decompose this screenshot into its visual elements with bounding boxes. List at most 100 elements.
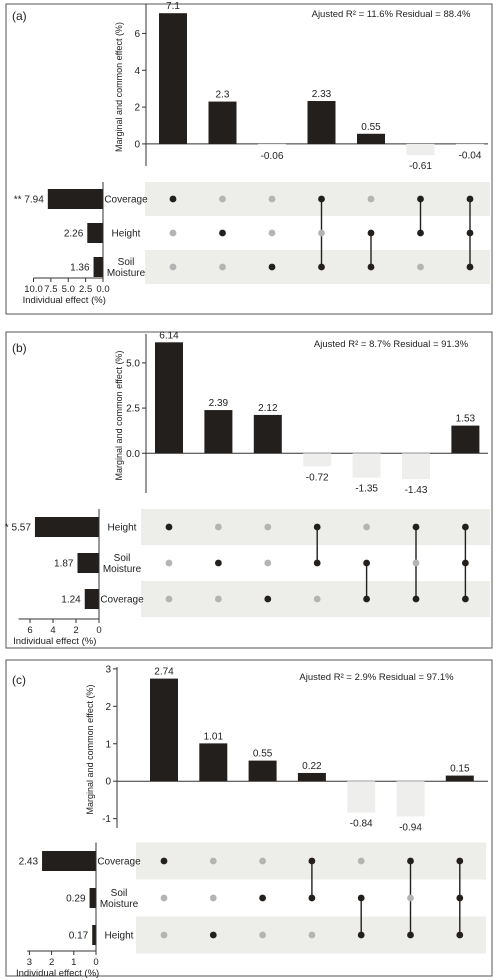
membership-dot-active bbox=[466, 229, 474, 237]
membership-dot-active bbox=[169, 195, 177, 203]
individual-x-axis-label: Individual effect (%) bbox=[16, 968, 99, 979]
membership-dot-active bbox=[456, 894, 464, 902]
effect-bar bbox=[307, 101, 336, 144]
individual-x-axis-label: Individual effect (%) bbox=[13, 636, 96, 647]
individual-value-label: * 5.57 bbox=[5, 523, 32, 534]
membership-dot-inactive bbox=[268, 195, 276, 203]
set-name-line: Moisture bbox=[100, 899, 139, 910]
y-tick-label: -1 bbox=[102, 814, 111, 825]
effect-bar bbox=[352, 453, 381, 478]
set-name-line: Soil bbox=[118, 257, 135, 268]
membership-dot-inactive bbox=[165, 595, 173, 603]
membership-dot-active bbox=[318, 263, 325, 271]
individual-effect-bar bbox=[34, 517, 99, 537]
individual-value-label: 2.43 bbox=[19, 857, 39, 868]
membership-dot-inactive bbox=[308, 931, 316, 939]
bar-value-label: 1.53 bbox=[456, 414, 476, 425]
set-name-label: Height bbox=[108, 523, 137, 534]
individual-value-label: 2.26 bbox=[64, 229, 84, 240]
fit-annotation: Ajusted R² = 2.9% Residual = 97.1% bbox=[299, 672, 454, 683]
individual-x-tick-label: 10.0 bbox=[24, 284, 43, 295]
membership-dot-active bbox=[462, 595, 469, 603]
y-tick-label: 4 bbox=[134, 66, 140, 77]
set-name-label: Height bbox=[105, 931, 134, 942]
membership-dot-inactive bbox=[264, 523, 272, 531]
membership-dot-inactive bbox=[209, 857, 217, 865]
y-tick-label: 2.5 bbox=[126, 404, 140, 415]
membership-dot-active bbox=[313, 559, 321, 567]
individual-x-tick-label: 1 bbox=[71, 957, 76, 968]
effect-bar bbox=[402, 453, 430, 480]
individual-x-tick-label: 3 bbox=[27, 957, 32, 968]
membership-dot-active bbox=[165, 523, 173, 531]
bar-value-label: 0.55 bbox=[253, 749, 273, 760]
individual-x-tick-label: 0.0 bbox=[96, 284, 109, 295]
membership-dot-active bbox=[466, 263, 474, 271]
effect-bar bbox=[199, 743, 228, 782]
bar-value-label: 2.3 bbox=[216, 90, 230, 101]
bar-value-label: -1.43 bbox=[405, 485, 428, 496]
effect-bar bbox=[451, 425, 480, 454]
membership-dot-inactive bbox=[264, 559, 272, 567]
membership-dot-active bbox=[357, 894, 365, 902]
panel-3: (c) -1 0 1 2 3 Marginal and common effect (%) A… bbox=[5, 659, 493, 979]
y-tick-label: 2 bbox=[105, 702, 111, 713]
individual-value-label: 0.17 bbox=[69, 931, 89, 942]
y-axis-label: Marginal and common effect (%) bbox=[114, 22, 124, 152]
membership-dot-active bbox=[412, 523, 420, 531]
set-name-line: Moisture bbox=[107, 268, 146, 279]
effect-bar bbox=[357, 133, 385, 144]
bar-value-label: -1.35 bbox=[355, 484, 378, 495]
y-tick-label: 2 bbox=[134, 103, 140, 114]
bar-value-label: 0.15 bbox=[450, 764, 470, 775]
bar-value-label: 1.01 bbox=[204, 731, 224, 742]
set-name-label: Soil Moisture bbox=[103, 553, 142, 575]
set-name-line: Soil bbox=[111, 888, 128, 899]
individual-value-label: ** 7.94 bbox=[14, 195, 44, 206]
individual-x-tick-label: 4 bbox=[50, 625, 55, 636]
individual-effect-bar bbox=[47, 189, 103, 209]
membership-dot-inactive bbox=[160, 931, 168, 939]
set-name-label: Coverage bbox=[104, 195, 148, 206]
membership-dot-active bbox=[417, 229, 424, 237]
membership-dot-inactive bbox=[318, 229, 325, 237]
membership-dot-active bbox=[466, 195, 474, 203]
membership-dot-inactive bbox=[160, 894, 168, 902]
individual-x-tick-label: 2 bbox=[73, 625, 78, 636]
set-name-label: Coverage bbox=[97, 857, 141, 868]
y-tick-label: 0 bbox=[134, 139, 140, 150]
bar-value-label: 2.12 bbox=[258, 403, 278, 414]
y-tick-label: 3 bbox=[105, 664, 111, 675]
bar-value-label: 7.1 bbox=[166, 1, 180, 12]
membership-dot-active bbox=[462, 559, 469, 567]
effect-bar bbox=[297, 772, 326, 782]
membership-dot-inactive bbox=[417, 263, 424, 271]
individual-x-axis-label: Individual effect (%) bbox=[23, 295, 106, 306]
set-name-label: Height bbox=[112, 229, 141, 240]
membership-dot-active bbox=[219, 229, 226, 237]
fit-annotation: Ajusted R² = 8.7% Residual = 91.3% bbox=[314, 339, 469, 350]
set-name-line: Moisture bbox=[103, 564, 142, 575]
membership-dot-active bbox=[357, 931, 365, 939]
bar-value-label: 0.55 bbox=[361, 122, 381, 133]
membership-dot-inactive bbox=[268, 229, 276, 237]
individual-effect-bar bbox=[77, 553, 99, 573]
individual-x-tick-label: 6 bbox=[27, 625, 32, 636]
individual-value-label: 1.87 bbox=[54, 559, 74, 570]
effect-bar bbox=[347, 781, 376, 813]
effect-bar bbox=[253, 414, 282, 454]
set-name-label: Soil Moisture bbox=[100, 888, 139, 910]
effect-bar bbox=[248, 760, 277, 782]
matrix-row-band bbox=[145, 182, 490, 216]
y-tick-label: 1 bbox=[105, 739, 111, 750]
effect-bar bbox=[406, 143, 435, 156]
membership-dot-active bbox=[259, 894, 266, 902]
y-tick-label: 0 bbox=[105, 777, 111, 788]
membership-dot-active bbox=[456, 857, 464, 865]
effect-bar bbox=[396, 781, 425, 817]
membership-dot-active bbox=[456, 931, 464, 939]
individual-effect-bar bbox=[42, 851, 96, 871]
membership-dot-inactive bbox=[219, 195, 226, 203]
membership-dot-active bbox=[308, 894, 316, 902]
membership-dot-active bbox=[407, 931, 414, 939]
